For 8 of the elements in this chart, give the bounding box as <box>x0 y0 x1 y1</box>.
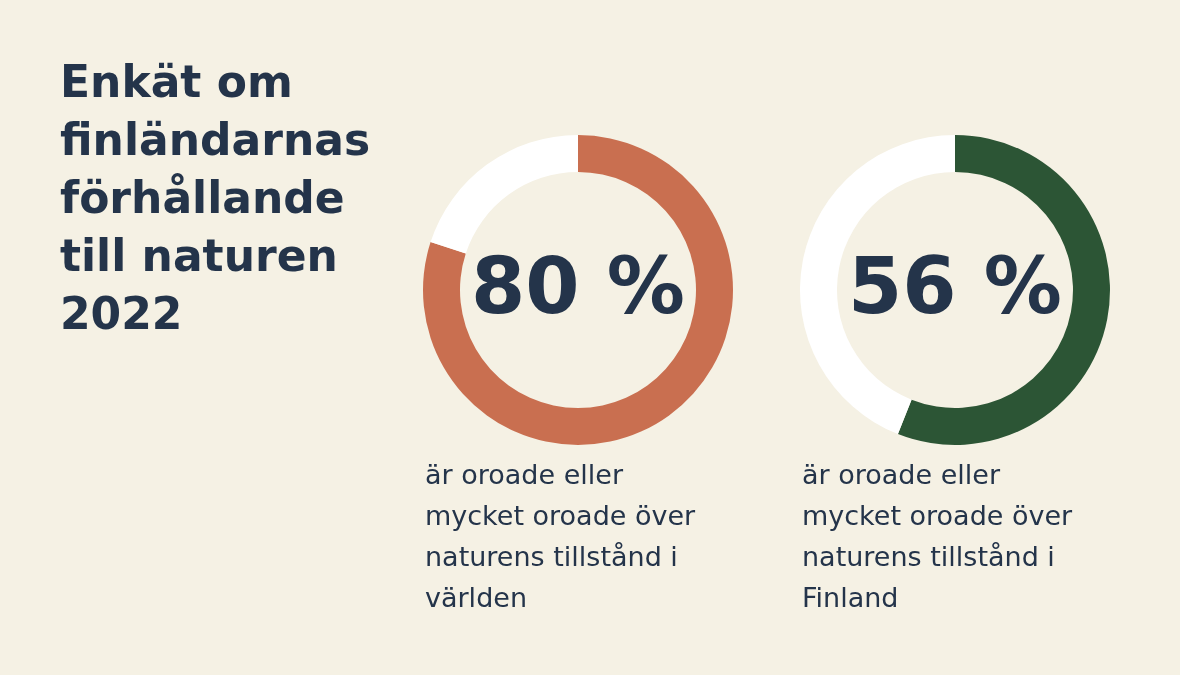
donut-slice <box>423 135 733 445</box>
data-label: 56 % <box>848 241 1062 331</box>
donut-slice <box>430 135 578 254</box>
text: är oroade eller mycket oroade över naturens tillstånd i världen <box>425 459 697 613</box>
text: är oroade eller mycket oroade över naturens tillstånd i Finland <box>802 459 1074 613</box>
text: Enkät om finländarnas förhållande till naturen 2022 <box>60 56 371 339</box>
data-label: 80 % <box>471 241 685 331</box>
donut-slice <box>800 135 955 435</box>
